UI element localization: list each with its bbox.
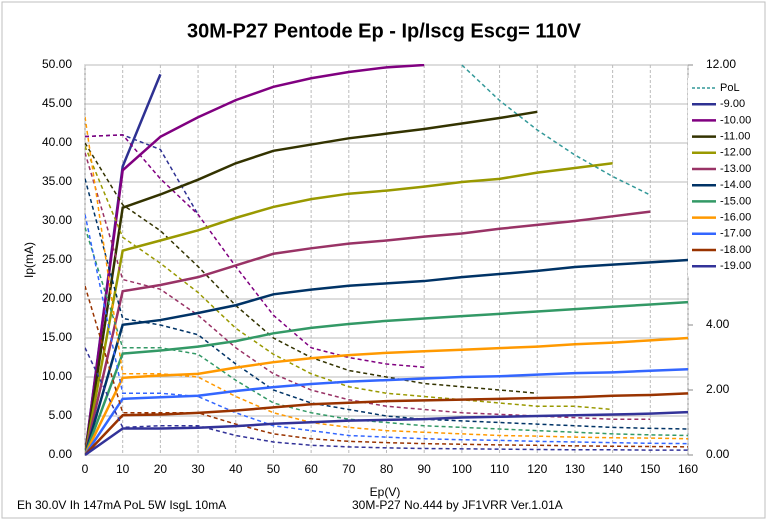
x-tick-label: 90 [418,462,432,476]
y-tick-label: 0.00 [49,447,73,461]
legend-label: -12.00 [720,147,751,159]
legend-label: -16.00 [720,212,751,224]
line [85,210,651,456]
y2-tick-label: 12.00 [706,57,736,71]
line [85,162,613,456]
legend-label: -10.00 [720,114,751,126]
y-tick-label: 50.00 [42,57,72,71]
x-tick-label: 160 [678,462,698,476]
legend-label: -18.00 [720,244,751,256]
y-tick-label: 10.00 [42,369,72,383]
chart-title: 30M-P27 Pentode Ep - Ip/Iscg Escg= 110V [187,20,582,42]
x-tick-label: 120 [527,462,547,476]
y2-tick-label: 0.00 [706,447,730,461]
y-tick-label: 15.00 [42,330,72,344]
lines [85,64,689,456]
line [85,258,689,456]
x-tick-label: 30 [191,462,205,476]
x-tick-label: 20 [154,462,168,476]
legend-label: -15.00 [720,195,751,207]
x-tick-label: 0 [82,462,89,476]
legend: PoL -9.00 -10.00 -11.00 -12.00 -13.00 -14.00 -1… [688,78,758,277]
x-axis-title: Ep(V) [370,485,401,499]
axes: 0 10 20 30 40 50 60 70 80 90 100 110 120 130 140 150 160… [42,57,736,476]
legend-label: -13.00 [720,163,751,175]
x-tick-label: 100 [452,462,472,476]
x-tick-label: 10 [116,462,130,476]
y2-tick-label: 2.00 [706,382,730,396]
dashed-line [85,134,425,368]
legend-label: PoL [720,82,740,94]
legend-box [688,78,758,277]
dashed-line [85,145,613,411]
legend-label: -14.00 [720,179,751,191]
dashed-line [85,227,689,437]
y-tick-label: 25.00 [42,252,72,266]
line [85,64,425,456]
dashed-line [85,134,199,215]
line [85,336,689,456]
y-tick-label: 20.00 [42,291,72,305]
y2-tick-label: 4.00 [706,317,730,331]
y-tick-label: 40.00 [42,135,72,149]
dashed-line [85,116,689,440]
legend-label: -17.00 [720,228,751,240]
x-tick-label: 70 [342,462,356,476]
dashed-line [85,285,689,448]
legend-label: -11.00 [720,131,750,143]
line [85,110,538,456]
dashed-line [85,178,689,430]
x-tick-label: 80 [380,462,394,476]
x-tick-label: 140 [603,462,623,476]
dashed-line [461,64,651,196]
legend-label: -19.00 [720,260,751,272]
y-tick-label: 35.00 [42,174,72,188]
line [85,367,689,456]
y-tick-label: 45.00 [42,96,72,110]
line [85,300,689,456]
x-tick-label: 60 [304,462,318,476]
x-tick-label: 130 [565,462,585,476]
legend-label: -9.00 [720,98,745,110]
line [85,392,689,456]
line [85,410,689,456]
y-tick-label: 30.00 [42,213,72,227]
y-tick-label: 5.00 [49,408,73,422]
x-tick-label: 110 [490,462,509,476]
x-tick-label: 50 [267,462,281,476]
dashed-line [85,347,688,451]
x-tick-label: 40 [229,462,243,476]
y-axis-title: Ip(mA) [22,242,36,278]
footer-left: Eh 30.0V Ih 147mA PoL 5W IsgL 10mA [17,498,226,512]
x-tick-label: 150 [640,462,660,476]
footer-right: 30M-P27 No.444 by JF1VRR Ver.1.01A [352,498,563,512]
